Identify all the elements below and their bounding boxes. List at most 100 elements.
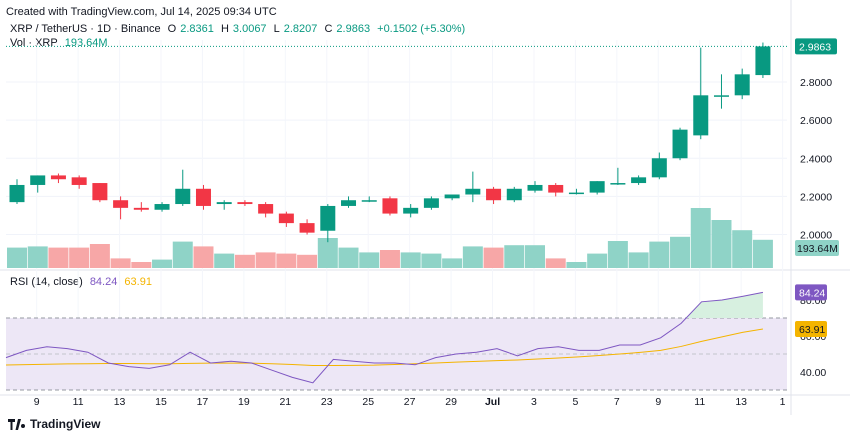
candle-body	[341, 200, 357, 206]
time-tick-label: 11	[694, 396, 705, 408]
volume-bar	[379, 250, 400, 268]
volume-badge-label: 193.64M	[797, 243, 838, 255]
low-label: L	[273, 23, 280, 35]
rsi-ma-badge	[795, 320, 827, 337]
candle-body	[195, 188, 211, 206]
close-label: C	[324, 23, 333, 35]
volume-bar	[483, 247, 504, 268]
volume-bar	[48, 247, 69, 268]
volume-bar	[752, 239, 773, 268]
time-tick-label: 23	[321, 396, 333, 408]
volume-bar	[566, 262, 587, 268]
rsi-legend: RSI (14, close) 84.24 63.91	[10, 276, 156, 288]
candle-body	[755, 46, 771, 76]
high-value: 3.0067	[232, 23, 267, 35]
volume-bar	[400, 252, 421, 268]
candle-body	[258, 204, 274, 214]
created-note: Created with TradingView.com, Jul 14, 20…	[6, 6, 277, 18]
time-tick-label: 13	[114, 396, 126, 408]
volume-bar	[462, 246, 483, 268]
volume-bar	[545, 258, 566, 268]
high-label: H	[220, 23, 229, 35]
time-tick-label: 9	[34, 396, 40, 408]
volume-bar	[131, 262, 152, 268]
volume-bar	[193, 246, 214, 268]
symbol-label[interactable]: XRP / TetherUS · 1D · Binance	[10, 23, 161, 35]
time-tick-label: 5	[572, 396, 578, 408]
candle-body	[486, 188, 502, 201]
last-price-badge	[795, 38, 837, 55]
volume-bar	[234, 254, 255, 268]
time-tick-label: 11	[73, 396, 84, 408]
volume-bar	[89, 244, 110, 268]
candle-body	[154, 204, 170, 210]
price-tick-label: 2.4000	[800, 153, 832, 165]
price-tick-label: 2.0000	[800, 230, 832, 242]
volume-bar	[607, 241, 628, 268]
volume-bar	[504, 245, 525, 268]
candle-body	[403, 207, 419, 214]
volume-bar	[338, 247, 359, 268]
candle-body	[382, 198, 398, 214]
candle-body	[734, 74, 750, 96]
footer-brand-label: TradingView	[30, 417, 101, 431]
volume-bar	[670, 236, 691, 268]
volume-bar	[172, 241, 193, 268]
candle-body	[361, 200, 377, 202]
open-value: 2.8361	[180, 23, 214, 35]
time-tick-label: 7	[614, 396, 620, 408]
candle-body	[651, 158, 667, 178]
rsi-value-badge	[795, 284, 827, 301]
rsi-value: 84.24	[89, 276, 118, 288]
time-tick-label: Jul	[485, 396, 500, 408]
rsi-ma-value: 63.91	[124, 276, 152, 288]
candle-body	[423, 198, 439, 208]
volume-bar	[297, 254, 318, 268]
time-tick-label: 25	[362, 396, 374, 408]
rsi-ma-badge-label: 63.91	[799, 324, 825, 336]
rsi-ma-line	[5, 328, 764, 367]
candle-body	[278, 213, 294, 224]
candle-body	[113, 200, 129, 208]
time-tick-label: 13	[735, 396, 747, 408]
volume-bar	[255, 252, 276, 268]
candle-body	[589, 181, 605, 193]
price-tick-label: 2.6000	[800, 115, 832, 127]
close-value: 2.9863	[336, 23, 371, 35]
volume-bar	[317, 238, 338, 268]
candle-body	[299, 223, 315, 233]
candle-body	[175, 188, 191, 205]
change-value: +0.1502 (+5.30%)	[377, 23, 466, 35]
volume-bar	[421, 253, 442, 268]
candle-body	[216, 202, 232, 205]
time-tick-label: 29	[445, 396, 457, 408]
candle-body	[237, 202, 253, 205]
candle-body	[133, 207, 149, 210]
candle-body	[71, 177, 87, 185]
volume-bar	[27, 246, 48, 268]
rsi-overbought-fill	[686, 292, 763, 318]
rsi-line	[5, 291, 764, 384]
rsi-band	[6, 318, 787, 390]
time-tick-label: 9	[655, 396, 661, 408]
rsi-value-badge-label: 84.24	[799, 287, 825, 299]
candle-body	[444, 194, 460, 199]
volume-bar	[732, 230, 753, 268]
candle-body	[30, 175, 46, 185]
volume-bar	[214, 253, 235, 268]
candle-body	[631, 177, 647, 184]
rsi-label[interactable]: RSI (14, close)	[10, 276, 83, 288]
volume-bar	[276, 253, 297, 268]
candle-body	[693, 95, 709, 136]
candle-body	[548, 184, 564, 193]
volume-bar	[711, 220, 732, 268]
time-tick-label: 19	[238, 396, 250, 408]
candle-body	[92, 183, 108, 201]
volume-bar	[110, 258, 131, 268]
time-tick-label: 21	[279, 396, 291, 408]
footer-brand[interactable]: TradingView	[8, 417, 100, 431]
candle-body	[9, 184, 25, 203]
candle-body	[465, 188, 481, 195]
